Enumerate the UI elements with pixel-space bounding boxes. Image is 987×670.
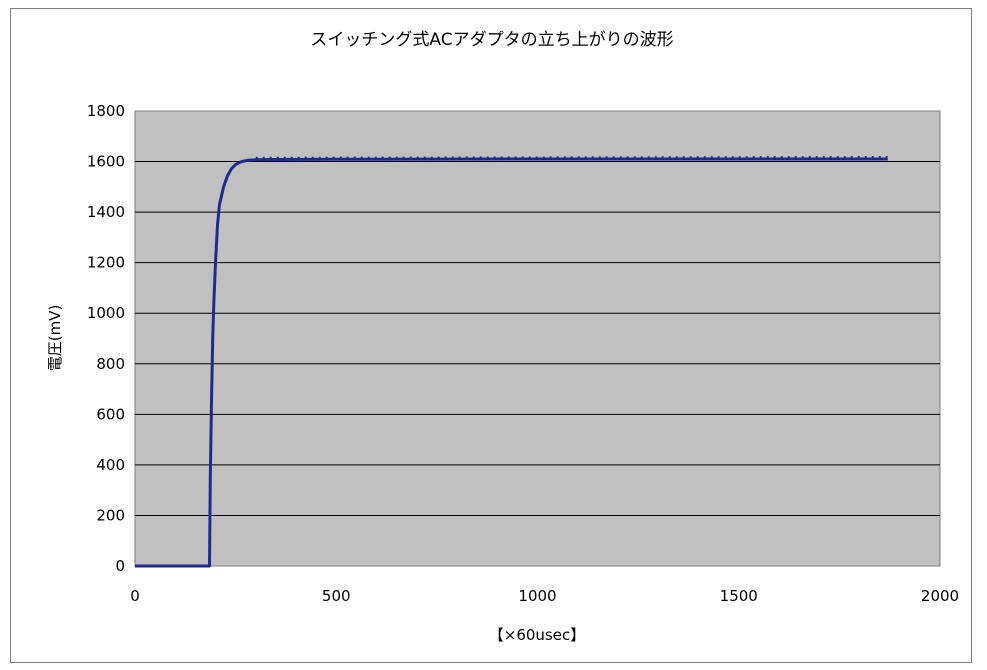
y-tick-label: 1600 xyxy=(87,153,125,171)
series-line xyxy=(135,157,888,568)
y-tick-label: 1000 xyxy=(87,304,125,322)
y-tick-label: 200 xyxy=(96,506,125,524)
y-tick-label: 1800 xyxy=(87,102,125,120)
x-tick-label: 1000 xyxy=(518,587,556,605)
y-tick-label: 1400 xyxy=(87,203,125,221)
x-tick-label: 2000 xyxy=(921,587,959,605)
y-tick-labels: 0 200 400 600 800 1000 1200 1400 1600 1800 xyxy=(87,102,125,575)
series-layer xyxy=(135,156,888,568)
chart-title: スイッチング式ACアダプタの立ち上がりの波形 xyxy=(310,30,673,50)
y-tick-label: 800 xyxy=(96,355,125,373)
y-axis-label: 電圧(mV) xyxy=(46,305,64,372)
series-line-texture xyxy=(255,156,888,159)
y-tick-label: 400 xyxy=(96,456,125,474)
x-axis-label: 【×60usec】 xyxy=(489,626,585,644)
x-tick-labels: 0 500 1000 1500 2000 xyxy=(130,587,959,605)
y-tick-label: 0 xyxy=(115,557,125,575)
y-tick-label: 1200 xyxy=(87,254,125,272)
y-tick-label: 600 xyxy=(96,405,125,423)
x-tick-label: 1500 xyxy=(720,587,758,605)
x-tick-label: 500 xyxy=(322,587,351,605)
x-tick-label: 0 xyxy=(130,587,140,605)
plot-area xyxy=(134,110,941,567)
gridlines xyxy=(135,161,940,516)
